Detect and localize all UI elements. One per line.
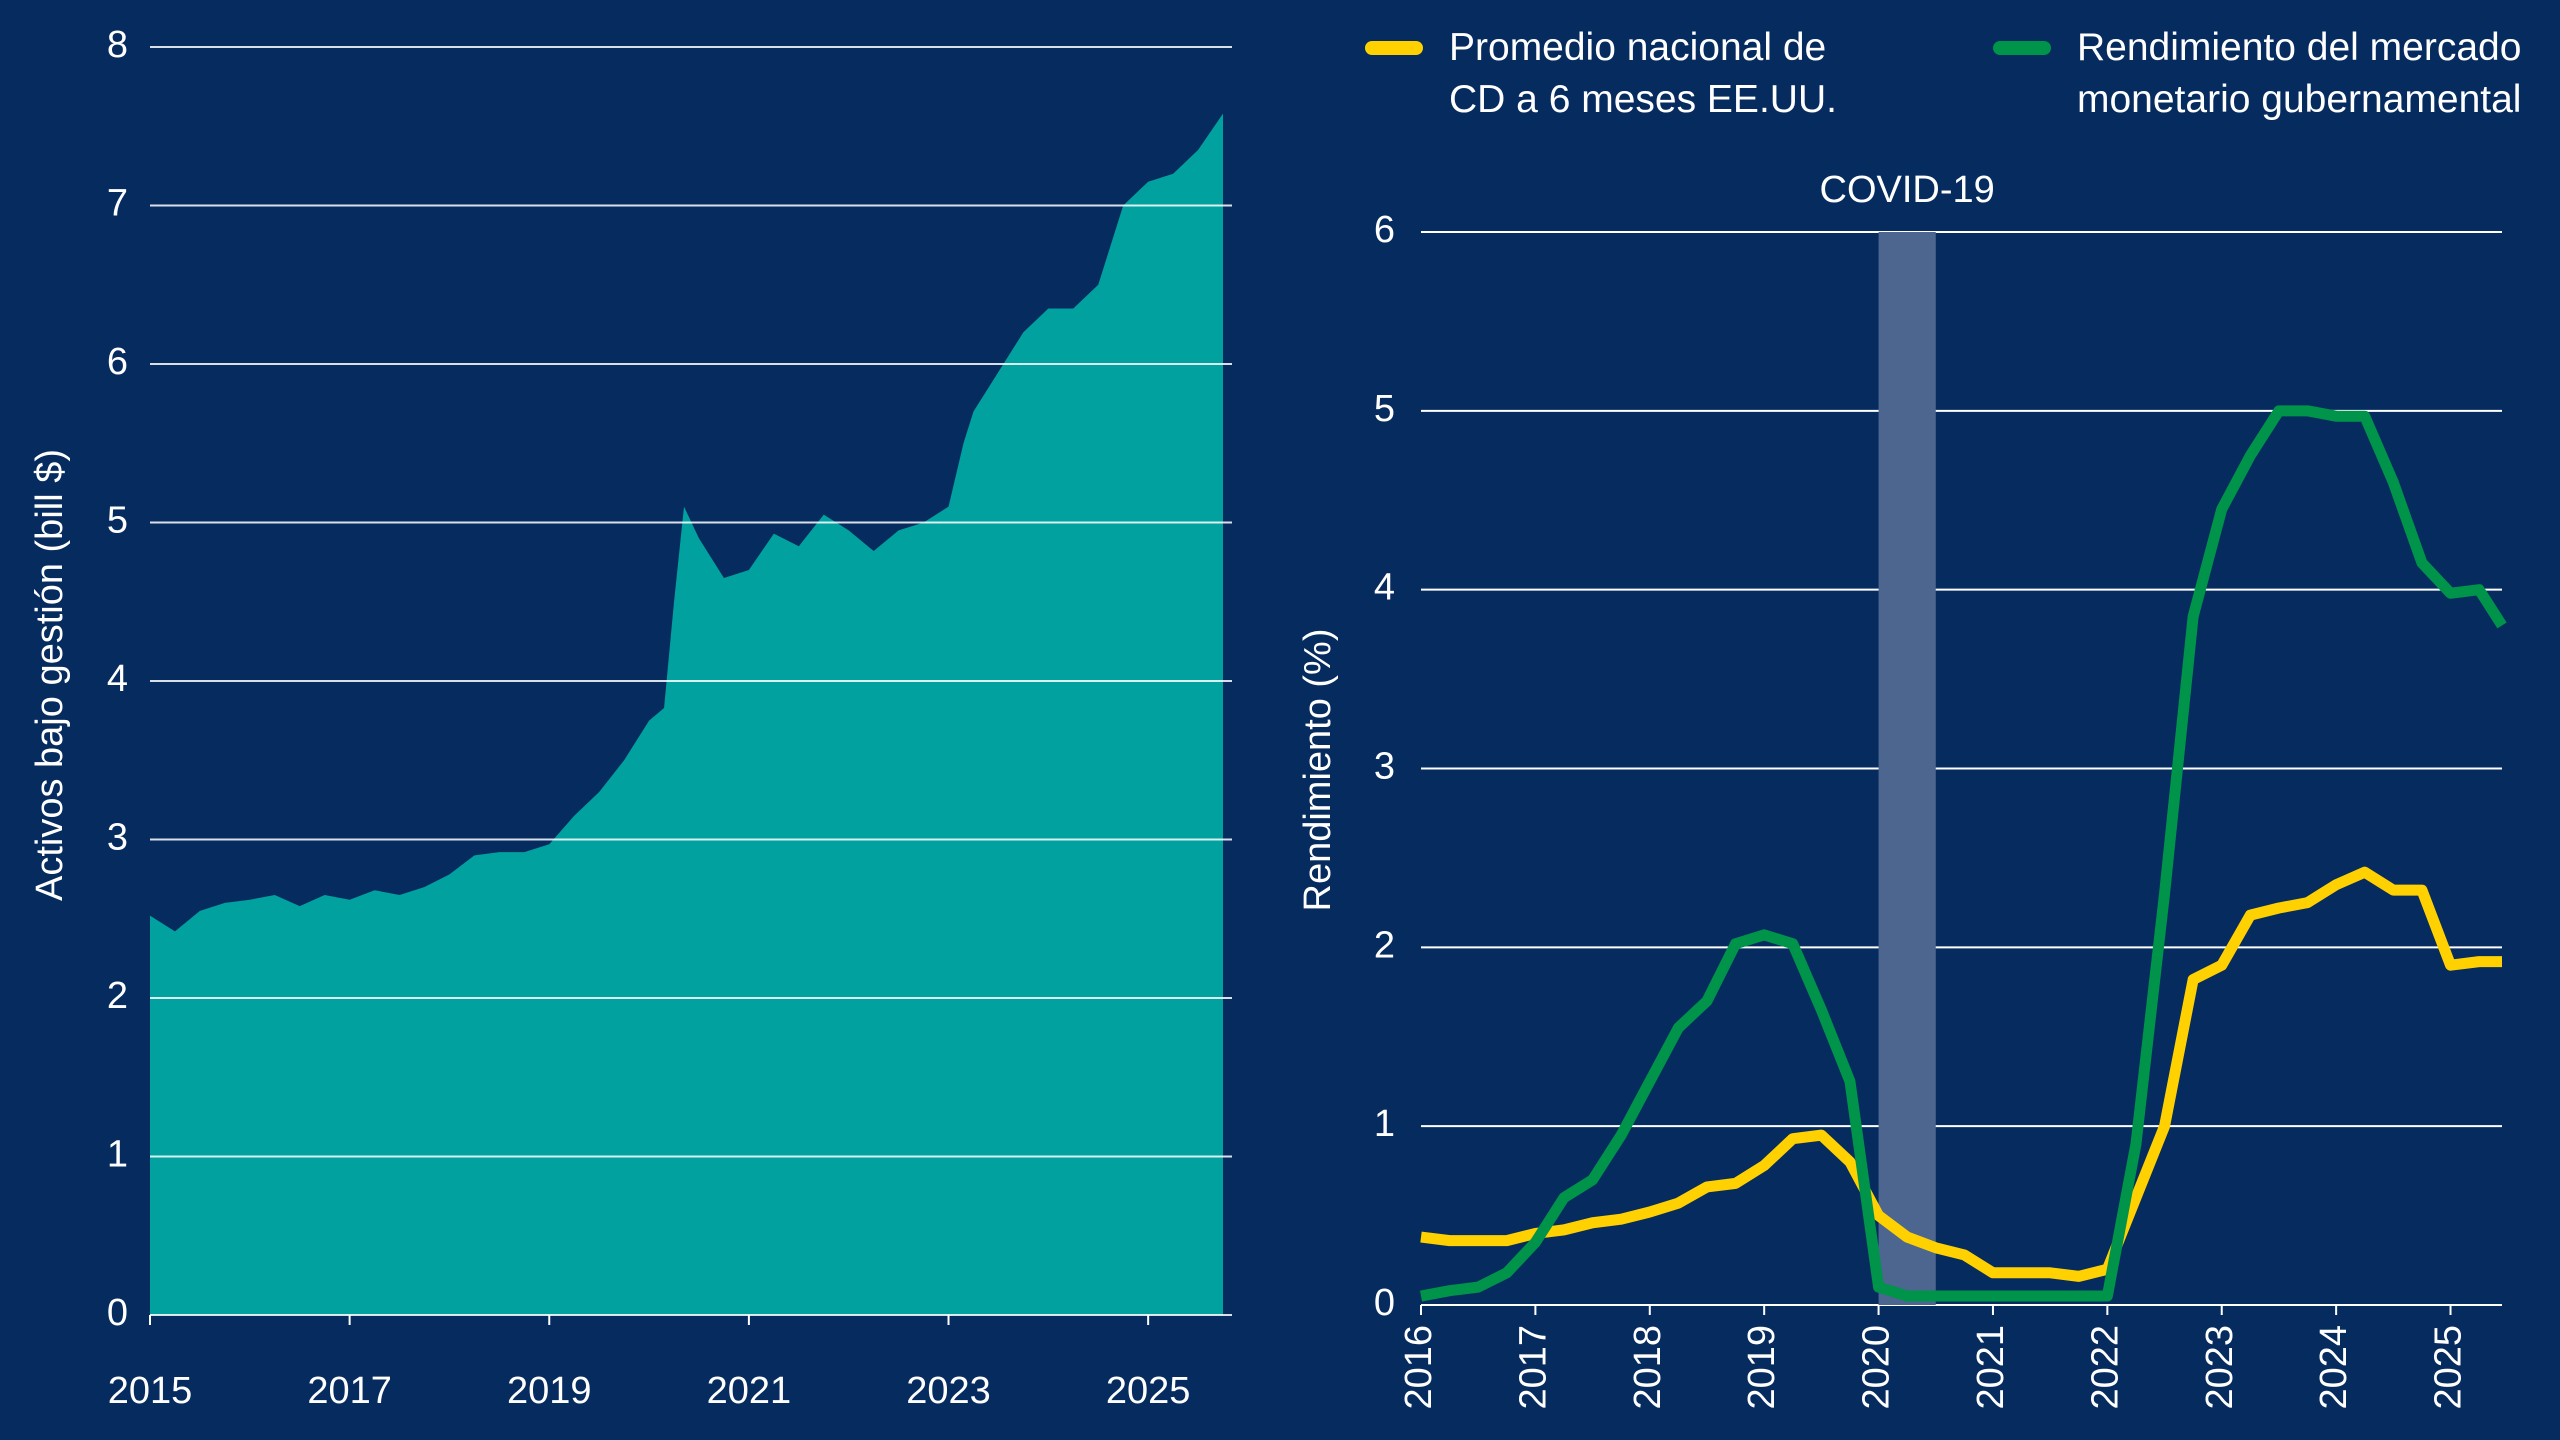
x-tick-label: 2023 <box>2199 1325 2241 1410</box>
x-tick-label: 2025 <box>2428 1325 2470 1410</box>
y-tick-label: 6 <box>1374 209 1395 251</box>
y-tick-label: 5 <box>1374 388 1395 430</box>
x-tick-label: 2020 <box>1856 1325 1898 1410</box>
x-tick-label: 2023 <box>906 1370 991 1412</box>
y-tick-label: 1 <box>1374 1103 1395 1145</box>
y-tick-label: 0 <box>1374 1282 1395 1324</box>
y-tick-label: 2 <box>107 975 128 1017</box>
legend-label: Rendimiento del mercado monetario gubern… <box>2077 26 2522 121</box>
y-tick-label: 1 <box>107 1134 128 1176</box>
line <box>1419 405 2507 1302</box>
y-tick-label: 6 <box>107 341 128 383</box>
y-tick-label: 7 <box>107 183 128 225</box>
y-tick-label: 3 <box>1374 746 1395 788</box>
x-tick-label: 2016 <box>1398 1325 1440 1410</box>
covid-band <box>1878 232 1936 1305</box>
legend-label: Promedio nacional de CD a 6 meses EE.UU. <box>1449 26 1837 121</box>
y-axis-label: Activos bajo gestión (bill $) <box>29 449 71 901</box>
y-tick-label: 0 <box>107 1292 128 1334</box>
legend-item: Promedio nacional de CD a 6 meses EE.UU. <box>1365 22 1879 126</box>
y-tick-label: 4 <box>107 658 128 700</box>
x-tick-label: 2019 <box>1741 1325 1783 1410</box>
x-tick-label: 2024 <box>2313 1325 2355 1410</box>
x-tick-label: 2021 <box>1970 1325 2012 1410</box>
x-tick-label: 2015 <box>108 1370 193 1412</box>
y-axis-label: Rendimiento (%) <box>1297 629 1339 912</box>
area <box>150 113 1224 1316</box>
y-tick-label: 3 <box>107 817 128 859</box>
y-tick-label: 4 <box>1374 567 1395 609</box>
legend-swatch <box>1365 41 1423 55</box>
legend-item: Rendimiento del mercado monetario gubern… <box>1993 22 2557 126</box>
x-tick-label: 2021 <box>707 1370 792 1412</box>
x-tick-label: 2017 <box>307 1370 392 1412</box>
annotation-label: COVID-19 <box>1820 169 1995 211</box>
y-tick-label: 5 <box>107 500 128 542</box>
x-tick-label: 2018 <box>1627 1325 1669 1410</box>
y-tick-label: 2 <box>1374 924 1395 966</box>
x-tick-label: 2019 <box>507 1370 592 1412</box>
line <box>1420 866 2502 1282</box>
y-tick-label: 8 <box>107 24 128 66</box>
x-tick-label: 2025 <box>1106 1370 1191 1412</box>
legend-swatch <box>1993 41 2051 55</box>
x-tick-label: 2017 <box>1512 1325 1554 1410</box>
x-tick-label: 2022 <box>2084 1325 2126 1410</box>
